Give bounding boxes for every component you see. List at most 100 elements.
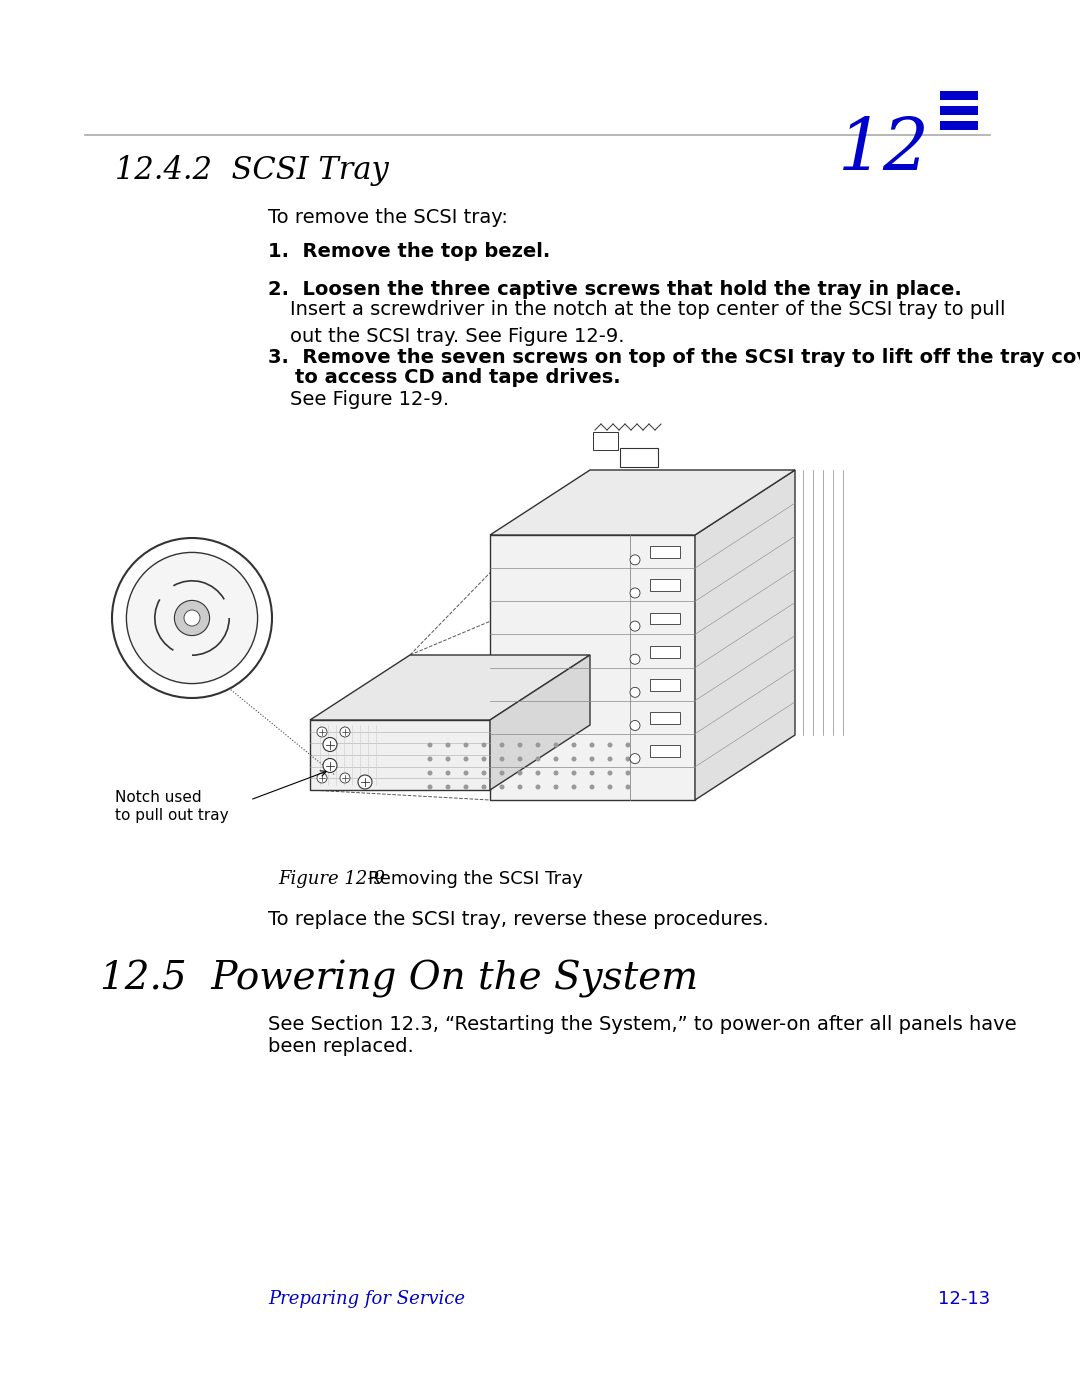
Polygon shape: [593, 432, 618, 450]
Polygon shape: [490, 655, 590, 789]
Circle shape: [340, 726, 350, 738]
FancyBboxPatch shape: [940, 106, 978, 115]
FancyBboxPatch shape: [650, 580, 680, 591]
Circle shape: [571, 742, 577, 747]
Circle shape: [517, 757, 523, 761]
Circle shape: [340, 773, 350, 782]
Circle shape: [517, 785, 523, 789]
Circle shape: [463, 757, 469, 761]
Polygon shape: [490, 535, 696, 800]
Circle shape: [112, 538, 272, 698]
Circle shape: [536, 771, 540, 775]
Polygon shape: [620, 448, 658, 467]
Circle shape: [607, 771, 612, 775]
Text: 12.4.2  SCSI Tray: 12.4.2 SCSI Tray: [114, 155, 389, 186]
FancyBboxPatch shape: [940, 91, 978, 101]
Circle shape: [428, 757, 432, 761]
FancyBboxPatch shape: [650, 645, 680, 658]
Circle shape: [625, 757, 631, 761]
Circle shape: [625, 771, 631, 775]
Circle shape: [517, 771, 523, 775]
Polygon shape: [490, 469, 795, 535]
Circle shape: [630, 622, 640, 631]
Text: 1.  Remove the top bezel.: 1. Remove the top bezel.: [268, 242, 550, 261]
Circle shape: [482, 785, 486, 789]
Circle shape: [463, 771, 469, 775]
Text: 12: 12: [838, 115, 930, 186]
Circle shape: [630, 555, 640, 564]
Circle shape: [571, 757, 577, 761]
Circle shape: [318, 726, 327, 738]
Circle shape: [482, 742, 486, 747]
Circle shape: [499, 742, 504, 747]
Circle shape: [428, 771, 432, 775]
Circle shape: [607, 785, 612, 789]
Circle shape: [174, 601, 210, 636]
Text: See Section 12.3, “Restarting the System,” to power-on after all panels have: See Section 12.3, “Restarting the System…: [268, 1016, 1016, 1034]
FancyBboxPatch shape: [650, 546, 680, 559]
Circle shape: [554, 771, 558, 775]
Circle shape: [446, 785, 450, 789]
Circle shape: [590, 757, 594, 761]
Circle shape: [630, 588, 640, 598]
Circle shape: [571, 785, 577, 789]
Circle shape: [482, 757, 486, 761]
Text: Insert a screwdriver in the notch at the top center of the SCSI tray to pull
out: Insert a screwdriver in the notch at the…: [291, 300, 1005, 345]
Circle shape: [630, 721, 640, 731]
Text: To replace the SCSI tray, reverse these procedures.: To replace the SCSI tray, reverse these …: [268, 909, 769, 929]
Circle shape: [536, 757, 540, 761]
Text: Notch used: Notch used: [114, 789, 202, 805]
Circle shape: [590, 771, 594, 775]
Text: 2.  Loosen the three captive screws that hold the tray in place.: 2. Loosen the three captive screws that …: [268, 279, 962, 299]
Circle shape: [446, 742, 450, 747]
Circle shape: [630, 753, 640, 764]
Circle shape: [590, 742, 594, 747]
Text: See Figure 12-9.: See Figure 12-9.: [291, 390, 449, 409]
Text: been replaced.: been replaced.: [268, 1037, 414, 1056]
Circle shape: [517, 742, 523, 747]
Circle shape: [428, 785, 432, 789]
Circle shape: [126, 552, 258, 683]
Text: 12.5  Powering On the System: 12.5 Powering On the System: [100, 960, 698, 997]
Text: to pull out tray: to pull out tray: [114, 807, 229, 823]
Text: 12-13: 12-13: [937, 1289, 990, 1308]
Circle shape: [554, 757, 558, 761]
Text: Figure 12-9: Figure 12-9: [278, 870, 384, 888]
Text: to access CD and tape drives.: to access CD and tape drives.: [268, 367, 621, 387]
Circle shape: [463, 785, 469, 789]
Circle shape: [428, 742, 432, 747]
Circle shape: [630, 654, 640, 664]
FancyBboxPatch shape: [650, 679, 680, 690]
Circle shape: [323, 738, 337, 752]
Circle shape: [536, 785, 540, 789]
Circle shape: [607, 742, 612, 747]
Circle shape: [357, 775, 372, 789]
Circle shape: [590, 785, 594, 789]
Circle shape: [463, 742, 469, 747]
Circle shape: [482, 771, 486, 775]
Circle shape: [571, 771, 577, 775]
Circle shape: [536, 742, 540, 747]
Circle shape: [499, 757, 504, 761]
FancyBboxPatch shape: [650, 712, 680, 724]
Circle shape: [446, 771, 450, 775]
Text: Preparing for Service: Preparing for Service: [268, 1289, 465, 1308]
Polygon shape: [310, 719, 490, 789]
Text: To remove the SCSI tray:: To remove the SCSI tray:: [268, 208, 508, 226]
Circle shape: [184, 610, 200, 626]
Polygon shape: [310, 655, 590, 719]
Circle shape: [499, 785, 504, 789]
FancyBboxPatch shape: [650, 745, 680, 757]
Text: Removing the SCSI Tray: Removing the SCSI Tray: [368, 870, 583, 888]
FancyBboxPatch shape: [650, 612, 680, 624]
Polygon shape: [696, 469, 795, 800]
Circle shape: [323, 759, 337, 773]
Circle shape: [607, 757, 612, 761]
Circle shape: [625, 785, 631, 789]
Text: 3.  Remove the seven screws on top of the SCSI tray to lift off the tray cover: 3. Remove the seven screws on top of the…: [268, 348, 1080, 367]
Circle shape: [554, 742, 558, 747]
Circle shape: [625, 742, 631, 747]
Circle shape: [630, 687, 640, 697]
Circle shape: [499, 771, 504, 775]
Circle shape: [446, 757, 450, 761]
